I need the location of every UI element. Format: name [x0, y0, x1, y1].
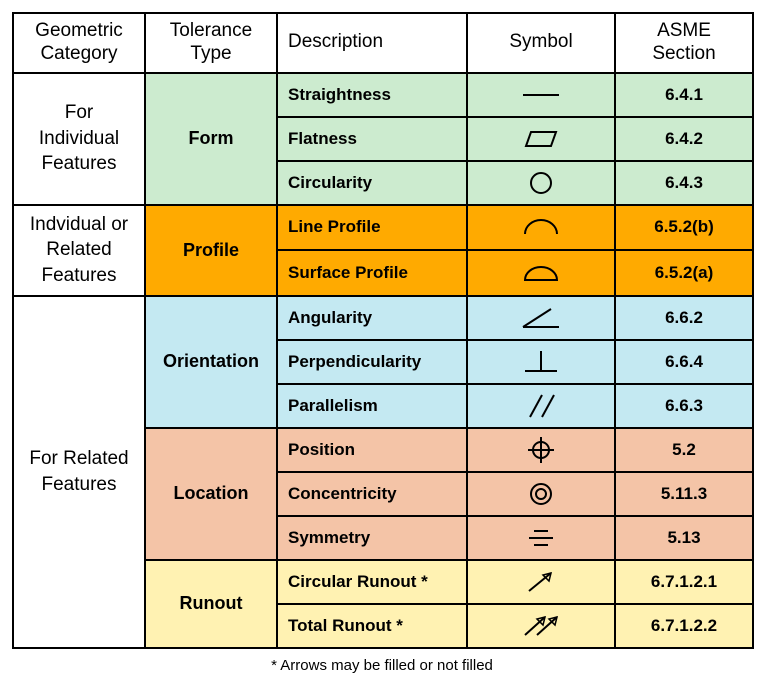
description-cell: Line Profile [277, 205, 467, 250]
table-row: For Related FeaturesOrientationAngularit… [13, 296, 753, 340]
section-cell: 6.6.4 [615, 340, 753, 384]
type-cell: Location [145, 428, 277, 560]
symbol-cell [467, 296, 615, 340]
description-cell: Position [277, 428, 467, 472]
header-row: Geometric Category Tolerance Type Descri… [13, 13, 753, 73]
description-cell: Circularity [277, 161, 467, 205]
symbol-cell [467, 516, 615, 560]
description-cell: Concentricity [277, 472, 467, 516]
section-cell: 6.4.3 [615, 161, 753, 205]
symbol-cell [467, 560, 615, 604]
symbol-cell [467, 428, 615, 472]
table-body: For Individual FeaturesFormStraightness 6… [13, 73, 753, 648]
symbol-cell [467, 472, 615, 516]
symbol-cell [467, 161, 615, 205]
section-cell: 6.4.1 [615, 73, 753, 117]
description-cell: Surface Profile [277, 250, 467, 295]
section-cell: 5.13 [615, 516, 753, 560]
section-cell: 6.4.2 [615, 117, 753, 161]
symbol-cell [467, 340, 615, 384]
description-cell: Parallelism [277, 384, 467, 428]
category-cell: For Individual Features [13, 73, 145, 205]
gdt-table: Geometric Category Tolerance Type Descri… [12, 12, 754, 649]
description-cell: Straightness [277, 73, 467, 117]
header-description: Description [277, 13, 467, 73]
table-row: Indvidual or Related FeaturesProfileLine… [13, 205, 753, 250]
description-cell: Symmetry [277, 516, 467, 560]
type-cell: Runout [145, 560, 277, 648]
description-cell: Total Runout * [277, 604, 467, 648]
section-cell: 6.7.1.2.2 [615, 604, 753, 648]
gdt-table-container: Geometric Category Tolerance Type Descri… [12, 12, 752, 649]
section-cell: 6.6.2 [615, 296, 753, 340]
header-category: Geometric Category [13, 13, 145, 73]
section-cell: 5.2 [615, 428, 753, 472]
symbol-cell [467, 384, 615, 428]
section-cell: 6.6.3 [615, 384, 753, 428]
symbol-cell [467, 604, 615, 648]
header-type: Tolerance Type [145, 13, 277, 73]
symbol-cell [467, 117, 615, 161]
type-cell: Profile [145, 205, 277, 296]
description-cell: Flatness [277, 117, 467, 161]
description-cell: Angularity [277, 296, 467, 340]
section-cell: 6.5.2(b) [615, 205, 753, 250]
header-section: ASME Section [615, 13, 753, 73]
type-cell: Form [145, 73, 277, 205]
type-cell: Orientation [145, 296, 277, 428]
symbol-cell [467, 205, 615, 250]
section-cell: 6.5.2(a) [615, 250, 753, 295]
category-cell: For Related Features [13, 296, 145, 648]
symbol-cell [467, 73, 615, 117]
table-row: For Individual FeaturesFormStraightness6… [13, 73, 753, 117]
section-cell: 5.11.3 [615, 472, 753, 516]
section-cell: 6.7.1.2.1 [615, 560, 753, 604]
description-cell: Perpendicularity [277, 340, 467, 384]
symbol-cell [467, 250, 615, 295]
description-cell: Circular Runout * [277, 560, 467, 604]
category-cell: Indvidual or Related Features [13, 205, 145, 296]
header-symbol: Symbol [467, 13, 615, 73]
footnote: * Arrows may be filled or not filled [12, 657, 752, 674]
